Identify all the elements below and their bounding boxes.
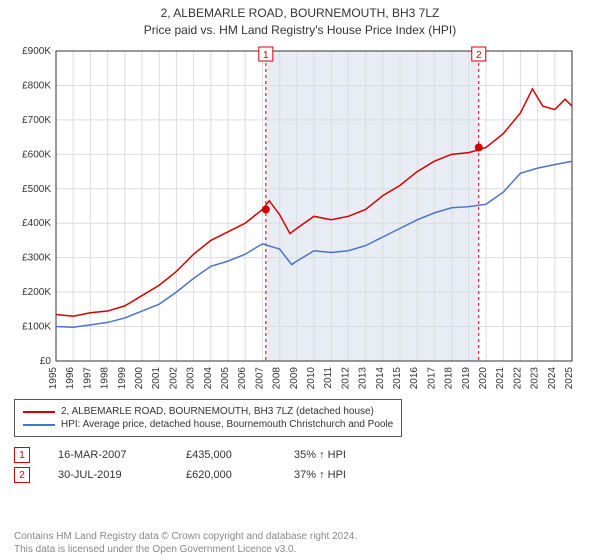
legend-swatch [23,424,55,426]
svg-text:2003: 2003 [186,367,197,390]
svg-text:2022: 2022 [512,367,523,390]
svg-text:£500K: £500K [22,184,51,195]
svg-text:£0: £0 [40,356,52,367]
svg-text:£700K: £700K [22,115,51,126]
svg-text:1: 1 [263,50,269,61]
svg-text:1998: 1998 [100,367,111,390]
event-price: £435,000 [186,449,266,461]
svg-text:2018: 2018 [444,367,455,390]
svg-text:2020: 2020 [478,367,489,390]
svg-text:2005: 2005 [220,367,231,390]
footer-attribution: Contains HM Land Registry data © Crown c… [14,530,586,556]
footer-line-1: Contains HM Land Registry data © Crown c… [14,530,586,543]
svg-text:2004: 2004 [203,367,214,390]
event-delta: 35% ↑ HPI [294,449,346,461]
svg-text:2019: 2019 [461,367,472,390]
svg-text:2021: 2021 [495,367,506,390]
event-number-box: 2 [14,467,30,483]
svg-text:£800K: £800K [22,80,51,91]
svg-text:£200K: £200K [22,287,51,298]
svg-text:2013: 2013 [358,367,369,390]
svg-text:£300K: £300K [22,253,51,264]
svg-text:£600K: £600K [22,149,51,160]
svg-text:2017: 2017 [426,367,437,390]
legend-label: 2, ALBEMARLE ROAD, BOURNEMOUTH, BH3 7LZ … [61,406,374,417]
legend-item: HPI: Average price, detached house, Bour… [23,419,393,430]
legend-swatch [23,411,55,413]
svg-text:2012: 2012 [340,367,351,390]
svg-text:2000: 2000 [134,367,145,390]
svg-text:2009: 2009 [289,367,300,390]
svg-text:2016: 2016 [409,367,420,390]
svg-text:£900K: £900K [22,46,51,57]
svg-text:1999: 1999 [117,367,128,390]
event-list: 1 16-MAR-2007 £435,000 35% ↑ HPI 2 30-JUL-201… [14,447,586,483]
svg-text:2007: 2007 [254,367,265,390]
svg-text:2006: 2006 [237,367,248,390]
event-delta: 37% ↑ HPI [294,469,346,481]
svg-text:2008: 2008 [272,367,283,390]
svg-text:2025: 2025 [564,367,575,390]
title-subtitle: Price paid vs. HM Land Registry's House … [14,23,586,37]
event-date: 30-JUL-2019 [58,469,158,481]
price-chart: £0 £100K £200K £300K £400K £500K £600K £700K £80… [14,43,586,393]
svg-text:2011: 2011 [323,367,334,389]
title-address: 2, ALBEMARLE ROAD, BOURNEMOUTH, BH3 7LZ [14,6,586,20]
svg-text:2024: 2024 [547,367,558,390]
legend: 2, ALBEMARLE ROAD, BOURNEMOUTH, BH3 7LZ … [14,399,402,437]
event-price: £620,000 [186,469,266,481]
svg-text:2014: 2014 [375,367,386,390]
svg-text:1995: 1995 [48,367,59,390]
svg-text:2023: 2023 [530,367,541,390]
svg-text:2015: 2015 [392,367,403,390]
legend-label: HPI: Average price, detached house, Bour… [61,419,393,430]
svg-text:1996: 1996 [65,367,76,390]
svg-text:2010: 2010 [306,367,317,390]
legend-item: 2, ALBEMARLE ROAD, BOURNEMOUTH, BH3 7LZ … [23,406,393,417]
svg-text:2002: 2002 [168,367,179,390]
event-row: 2 30-JUL-2019 £620,000 37% ↑ HPI [14,467,586,483]
svg-text:£100K: £100K [22,322,51,333]
footer-line-2: This data is licensed under the Open Gov… [14,543,586,556]
svg-text:1997: 1997 [82,367,93,390]
svg-text:2001: 2001 [151,367,162,390]
event-row: 1 16-MAR-2007 £435,000 35% ↑ HPI [14,447,586,463]
svg-text:2: 2 [476,50,482,61]
event-number-box: 1 [14,447,30,463]
svg-text:£400K: £400K [22,218,51,229]
event-date: 16-MAR-2007 [58,449,158,461]
